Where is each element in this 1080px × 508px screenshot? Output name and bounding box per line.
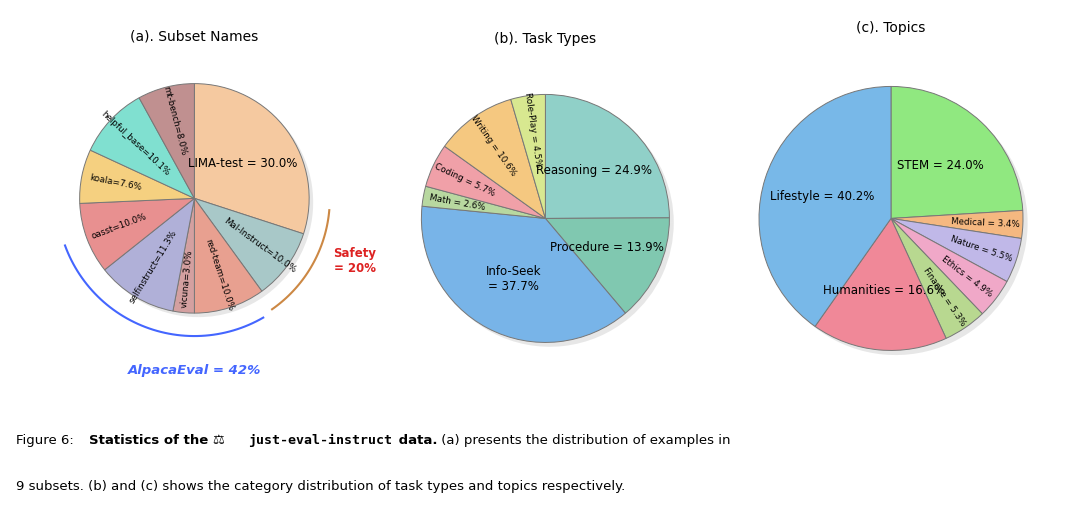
Text: 9 subsets. (b) and (c) shows the category distribution of task types and topics : 9 subsets. (b) and (c) shows the categor… [16, 480, 625, 493]
Wedge shape [144, 87, 199, 202]
Text: helpful_base=10.1%: helpful_base=10.1% [99, 110, 172, 178]
Text: AlpacaEval = 42%: AlpacaEval = 42% [127, 364, 261, 377]
Text: Statistics of the ⚖: Statistics of the ⚖ [89, 434, 229, 448]
Wedge shape [891, 210, 1023, 238]
Wedge shape [511, 94, 545, 218]
Text: Figure 6:: Figure 6: [16, 434, 78, 448]
Text: Mal-Instruct=10.0%: Mal-Instruct=10.0% [221, 216, 297, 275]
Wedge shape [891, 86, 1023, 218]
Wedge shape [199, 202, 308, 295]
Wedge shape [891, 218, 1022, 281]
Text: Role-Play = 4.5%: Role-Play = 4.5% [523, 92, 542, 168]
Wedge shape [194, 198, 261, 313]
Wedge shape [80, 198, 194, 270]
Text: oasst=10.0%: oasst=10.0% [91, 212, 148, 241]
Wedge shape [895, 223, 1012, 319]
Wedge shape [84, 202, 199, 274]
Text: Finance = 5.3%: Finance = 5.3% [921, 266, 968, 328]
Wedge shape [891, 218, 983, 338]
Wedge shape [427, 190, 550, 223]
Text: mt-bench=8.0%: mt-bench=8.0% [161, 85, 188, 156]
Title: (a). Subset Names: (a). Subset Names [131, 30, 258, 44]
Text: Coding = 5.7%: Coding = 5.7% [433, 162, 497, 199]
Wedge shape [194, 84, 309, 234]
Wedge shape [430, 151, 550, 223]
Wedge shape [426, 146, 545, 218]
Wedge shape [515, 99, 550, 223]
Wedge shape [109, 202, 199, 315]
Text: Lifestyle = 40.2%: Lifestyle = 40.2% [770, 190, 874, 203]
Text: selfinstruct=11.3%: selfinstruct=11.3% [127, 229, 178, 305]
Wedge shape [422, 186, 545, 218]
Wedge shape [105, 198, 194, 311]
Wedge shape [94, 102, 199, 202]
Text: just-eval-instruct: just-eval-instruct [248, 434, 392, 448]
Wedge shape [895, 91, 1027, 223]
Wedge shape [194, 198, 303, 291]
Wedge shape [199, 87, 313, 238]
Wedge shape [895, 223, 987, 343]
Wedge shape [199, 202, 266, 317]
Text: Reasoning = 24.9%: Reasoning = 24.9% [536, 164, 651, 177]
Wedge shape [139, 84, 194, 198]
Text: vicuna=3.0%: vicuna=3.0% [179, 249, 194, 308]
Text: STEM = 24.0%: STEM = 24.0% [897, 159, 984, 172]
Wedge shape [83, 154, 199, 207]
Text: Math = 2.6%: Math = 2.6% [429, 193, 486, 212]
Wedge shape [895, 223, 1026, 286]
Wedge shape [545, 94, 670, 218]
Wedge shape [550, 222, 674, 318]
Wedge shape [173, 198, 194, 313]
Wedge shape [545, 218, 670, 313]
Text: red-team=10.0%: red-team=10.0% [203, 238, 235, 312]
Text: (a) presents the distribution of examples in: (a) presents the distribution of example… [437, 434, 731, 448]
Text: Humanities = 16.6%: Humanities = 16.6% [823, 284, 945, 297]
Wedge shape [550, 99, 674, 223]
Text: Writing = 10.6%: Writing = 10.6% [470, 114, 518, 177]
Text: koala=7.6%: koala=7.6% [89, 173, 143, 193]
Wedge shape [895, 215, 1028, 243]
Text: Safety
= 20%: Safety = 20% [334, 247, 377, 275]
Wedge shape [764, 91, 895, 331]
Wedge shape [449, 104, 550, 223]
Text: Info-Seek
= 37.7%: Info-Seek = 37.7% [486, 265, 541, 293]
Text: LIMA-test = 30.0%: LIMA-test = 30.0% [188, 157, 297, 170]
Title: (c). Topics: (c). Topics [856, 21, 926, 35]
Wedge shape [815, 218, 946, 351]
Wedge shape [177, 202, 199, 317]
Text: data.: data. [394, 434, 437, 448]
Wedge shape [759, 86, 891, 326]
Wedge shape [80, 150, 194, 203]
Wedge shape [820, 223, 950, 355]
Text: Medical = 3.4%: Medical = 3.4% [951, 217, 1021, 229]
Wedge shape [891, 218, 1007, 314]
Wedge shape [421, 206, 625, 342]
Text: Ethics = 4.9%: Ethics = 4.9% [940, 254, 994, 298]
Wedge shape [426, 210, 630, 347]
Wedge shape [445, 100, 545, 218]
Text: Nature = 5.5%: Nature = 5.5% [949, 234, 1013, 264]
Wedge shape [91, 98, 194, 198]
Text: Procedure = 13.9%: Procedure = 13.9% [551, 240, 664, 253]
Title: (b). Task Types: (b). Task Types [495, 31, 596, 46]
